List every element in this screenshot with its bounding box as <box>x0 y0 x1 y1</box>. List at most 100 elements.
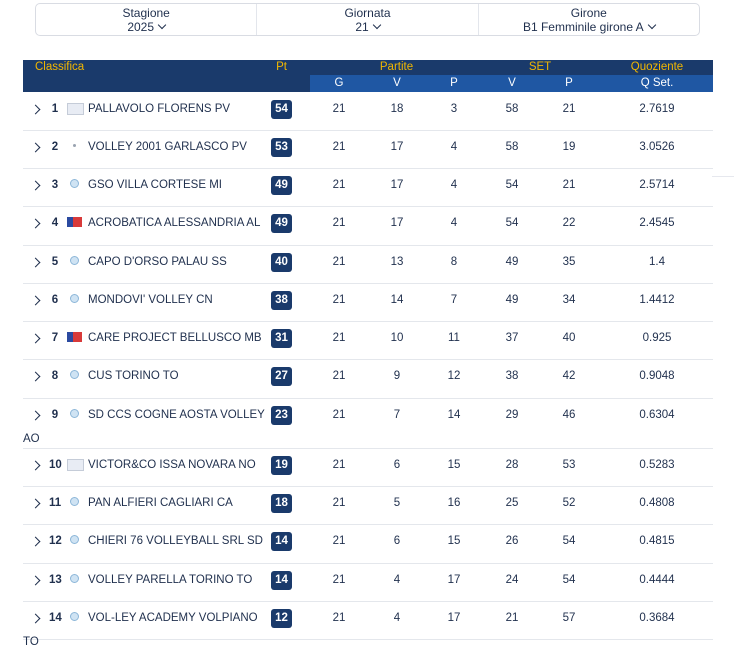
team-name[interactable]: PALLAVOLO FLORENS PV <box>88 103 231 115</box>
header-qset: Q Set. <box>640 77 674 89</box>
set-quotient: 2.4545 <box>639 217 675 229</box>
position: 10 <box>49 459 62 471</box>
chevron-down-icon <box>647 20 656 29</box>
expand-chevron-icon[interactable] <box>30 613 41 624</box>
set-quotient: 0.3684 <box>639 612 675 624</box>
expand-chevron-icon[interactable] <box>30 257 41 268</box>
header-classifica: Classifica <box>35 61 85 73</box>
position: 12 <box>49 535 62 547</box>
sets-lost: 52 <box>562 497 576 509</box>
set-quotient: 0.4444 <box>639 574 675 586</box>
games-won: 17 <box>390 179 404 191</box>
table-row[interactable]: 8 CUS TORINO TO 27 21 9 12 38 42 0.9048 <box>23 359 713 399</box>
filter-giornata[interactable]: Giornata 21 <box>257 4 479 35</box>
header-set-v: V <box>508 77 516 89</box>
header-quoziente: Quoziente <box>630 61 684 73</box>
team-name[interactable]: VOLLEY 2001 GARLASCO PV <box>88 141 247 153</box>
table-row[interactable]: 5 CAPO D'ORSO PALAU SS 40 21 13 8 49 35 1.4 <box>23 245 713 284</box>
set-quotient: 0.4808 <box>639 497 675 509</box>
team-name[interactable]: CAPO D'ORSO PALAU SS <box>88 256 227 268</box>
team-name[interactable]: PAN ALFIERI CAGLIARI CA <box>88 497 233 509</box>
sets-lost: 57 <box>562 612 576 624</box>
games-lost: 3 <box>450 103 458 115</box>
table-row[interactable]: 4 ACROBATICA ALESSANDRIA AL 49 21 17 4 54 22 2.4… <box>23 206 713 246</box>
table-row[interactable]: 2 VOLLEY 2001 GARLASCO PV 53 21 17 4 58 19 3.052… <box>23 130 713 169</box>
expand-chevron-icon[interactable] <box>30 333 41 344</box>
expand-chevron-icon[interactable] <box>30 295 41 306</box>
expand-chevron-icon[interactable] <box>30 410 41 421</box>
expand-chevron-icon[interactable] <box>30 104 41 115</box>
expand-chevron-icon[interactable] <box>30 180 41 191</box>
sets-won: 21 <box>505 612 519 624</box>
games-lost: 14 <box>447 409 461 421</box>
filter-girone[interactable]: Girone B1 Femminile girone A <box>479 4 699 35</box>
expand-chevron-icon[interactable] <box>30 536 41 547</box>
sets-won: 49 <box>505 256 519 268</box>
table-row[interactable]: 10 VICTOR&CO ISSA NOVARA NO 19 21 6 15 28 53 0.5… <box>23 448 713 487</box>
sets-lost: 42 <box>562 370 576 382</box>
filter-stagione-value: 2025 <box>127 19 155 34</box>
set-quotient: 0.6304 <box>639 409 675 421</box>
position: 8 <box>51 370 59 382</box>
header-set: SET <box>528 61 552 73</box>
table-row[interactable]: 3 GSO VILLA CORTESE MI 49 21 17 4 54 21 2.5714 <box>23 168 713 207</box>
sets-won: 28 <box>505 459 519 471</box>
table-row[interactable]: 9 SD CCS COGNE AOSTA VOLLEY AO 23 21 7 14 29 46 0… <box>23 398 713 449</box>
team-name[interactable]: MONDOVI' VOLLEY CN <box>88 294 213 306</box>
games-lost: 7 <box>450 294 458 306</box>
filter-stagione[interactable]: Stagione 2025 <box>36 4 258 35</box>
sets-won: 37 <box>505 332 519 344</box>
games-won: 9 <box>393 370 401 382</box>
team-logo-icon <box>70 409 79 418</box>
team-name-continued: AO <box>23 433 40 445</box>
points-badge: 31 <box>271 329 292 348</box>
games-won: 17 <box>390 141 404 153</box>
filter-giornata-value: 21 <box>355 19 369 34</box>
team-name[interactable]: GSO VILLA CORTESE MI <box>88 179 222 191</box>
position: 3 <box>51 179 59 191</box>
games-lost: 17 <box>447 574 461 586</box>
sets-won: 54 <box>505 217 519 229</box>
games-won: 10 <box>390 332 404 344</box>
table-row[interactable]: 13 VOLLEY PARELLA TORINO TO 14 21 4 17 24 54 0.4… <box>23 563 713 602</box>
table-row[interactable]: 14 VOL-LEY ACADEMY VOLPIANO TO 12 21 4 17 21 57 0… <box>23 601 713 648</box>
sets-won: 54 <box>505 179 519 191</box>
team-name[interactable]: CHIERI 76 VOLLEYBALL SRL SD <box>88 535 263 547</box>
team-name[interactable]: CARE PROJECT BELLUSCO MB <box>88 332 262 344</box>
expand-chevron-icon[interactable] <box>30 142 41 153</box>
table-row[interactable]: 12 CHIERI 76 VOLLEYBALL SRL SD 14 21 6 15 26 54… <box>23 524 713 564</box>
table-row[interactable]: 7 CARE PROJECT BELLUSCO MB 31 21 10 11 37 40 0.9… <box>23 321 713 360</box>
team-name[interactable]: VOL-LEY ACADEMY VOLPIANO <box>88 612 258 624</box>
expand-chevron-icon[interactable] <box>30 460 41 471</box>
games-lost: 17 <box>447 612 461 624</box>
points-badge: 27 <box>271 367 292 386</box>
games-played: 21 <box>332 179 346 191</box>
position: 7 <box>51 332 59 344</box>
games-won: 6 <box>393 535 401 547</box>
expand-chevron-icon[interactable] <box>30 498 41 509</box>
table-row[interactable]: 11 PAN ALFIERI CAGLIARI CA 18 21 5 16 25 52 0.48… <box>23 486 713 525</box>
sets-won: 58 <box>505 103 519 115</box>
team-name[interactable]: CUS TORINO TO <box>88 370 179 382</box>
expand-chevron-icon[interactable] <box>30 218 41 229</box>
table-row[interactable]: 6 MONDOVI' VOLLEY CN 38 21 14 7 49 34 1.4412 <box>23 283 713 322</box>
points-badge: 12 <box>271 609 292 628</box>
header-partite: Partite <box>379 61 414 73</box>
games-played: 21 <box>332 103 346 115</box>
team-name[interactable]: ACROBATICA ALESSANDRIA AL <box>88 217 261 229</box>
team-name[interactable]: VOLLEY PARELLA TORINO TO <box>88 574 253 586</box>
points-badge: 19 <box>271 456 292 475</box>
sets-won: 49 <box>505 294 519 306</box>
team-logo-icon <box>67 217 82 227</box>
sets-won: 25 <box>505 497 519 509</box>
position: 6 <box>51 294 59 306</box>
expand-chevron-icon[interactable] <box>30 371 41 382</box>
team-name[interactable]: VICTOR&CO ISSA NOVARA NO <box>88 459 256 471</box>
games-played: 21 <box>332 217 346 229</box>
team-name[interactable]: SD CCS COGNE AOSTA VOLLEY <box>88 409 265 421</box>
header-pt: Pt <box>276 61 287 73</box>
table-row[interactable]: 1 PALLAVOLO FLORENS PV 54 21 18 3 58 21 2.7619 <box>23 92 713 131</box>
position: 1 <box>51 103 59 115</box>
expand-chevron-icon[interactable] <box>30 575 41 586</box>
set-quotient: 0.925 <box>642 332 672 344</box>
